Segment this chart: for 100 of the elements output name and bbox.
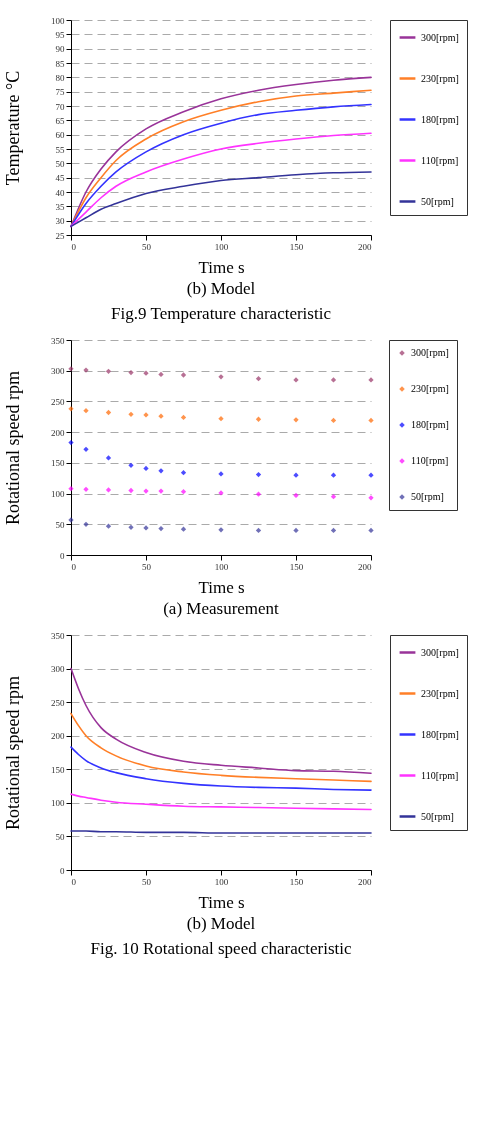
x-tick-label: 200: [358, 561, 372, 572]
point: [330, 527, 337, 534]
legend-label: 300[rpm]: [411, 347, 449, 358]
x-tick-label: 50: [142, 561, 152, 572]
y-tick-label: 55: [55, 144, 65, 155]
y-tick-label: 40: [55, 187, 65, 198]
y-tick-label: 75: [55, 87, 65, 98]
x-tick-label: 100: [214, 876, 229, 887]
point: [255, 416, 262, 422]
line-series: [70, 171, 372, 228]
y-tick-label: 100: [51, 15, 65, 26]
line-series: [70, 793, 372, 811]
legend-label: 110[rpm]: [421, 154, 459, 166]
point: [293, 492, 299, 499]
point: [255, 491, 262, 497]
y-tick-label: 50: [55, 831, 65, 842]
x-axis-title: Time s: [198, 577, 245, 597]
point: [368, 417, 374, 424]
y-tick-label: 300: [51, 664, 65, 675]
x-axis-title: Time s: [198, 892, 245, 912]
legend-label: 180[rpm]: [411, 419, 449, 430]
y-tick-label: 70: [55, 101, 65, 112]
legend-label: 110[rpm]: [411, 455, 449, 466]
point: [293, 527, 299, 534]
y-tick-label: 150: [51, 458, 65, 469]
x-tick-label: 50: [142, 876, 152, 887]
line-series: [70, 667, 372, 775]
point: [255, 527, 262, 534]
x-tick-label: 150: [289, 876, 304, 887]
point: [218, 415, 224, 422]
text: (b) Model: [186, 914, 256, 933]
y-tick-label: 95: [55, 29, 65, 40]
y-axis-title: Temperature °C: [3, 70, 23, 186]
y-tick-label: 150: [51, 764, 65, 775]
y-tick-label: 100: [51, 798, 65, 809]
x-tick-label: 200: [358, 241, 372, 252]
y-tick-label: 90: [55, 44, 65, 55]
x-tick-label: 0: [71, 876, 77, 887]
x-tick-label: 100: [214, 241, 229, 252]
point: [143, 465, 149, 472]
y-tick-label: 350: [51, 630, 65, 641]
y-axis-title: Rotational speed rpm: [3, 676, 23, 830]
x-tick-label: 50: [142, 241, 152, 252]
point: [105, 455, 112, 461]
y-tick-label: 25: [55, 230, 65, 241]
point: [180, 489, 187, 495]
legend-label: 230[rpm]: [421, 687, 459, 699]
point: [105, 368, 112, 374]
y-tick-label: 300: [51, 366, 65, 377]
point: [83, 408, 89, 414]
point: [330, 472, 337, 478]
x-tick-label: 150: [289, 561, 304, 572]
point: [180, 526, 187, 532]
y-tick-label: 45: [55, 173, 65, 184]
x-tick-label: 0: [71, 561, 77, 572]
y-tick-label: 0: [60, 865, 65, 876]
point: [128, 487, 134, 494]
point: [180, 414, 187, 421]
y-tick-label: 100: [51, 489, 65, 500]
point: [330, 377, 337, 383]
y-tick-label: 0: [60, 550, 65, 561]
text: (b) Model: [186, 279, 256, 298]
y-tick-label: 50: [55, 158, 65, 169]
x-tick-label: 150: [289, 241, 304, 252]
point: [180, 470, 187, 476]
line-series: [70, 132, 372, 228]
caption: Fig.9 Temperature characteristic: [111, 304, 332, 323]
point: [158, 371, 164, 378]
point: [105, 409, 112, 416]
x-tick-label: 200: [358, 876, 372, 887]
y-tick-label: 250: [51, 697, 65, 708]
point: [330, 494, 337, 500]
point: [158, 525, 164, 532]
point: [105, 523, 112, 529]
legend-label: 110[rpm]: [421, 769, 459, 781]
point: [255, 471, 262, 478]
point: [368, 527, 374, 534]
y-tick-label: 30: [55, 216, 65, 227]
x-tick-label: 0: [71, 241, 77, 252]
legend-label: 180[rpm]: [421, 728, 459, 740]
line-series: [70, 746, 372, 791]
caption: Fig. 10 Rotational speed characteristic: [90, 939, 352, 958]
line-series: [70, 712, 372, 783]
y-tick-label: 200: [51, 427, 65, 438]
point: [255, 376, 262, 382]
y-tick-label: 200: [51, 731, 65, 742]
y-tick-label: 250: [51, 396, 65, 407]
point: [68, 439, 74, 446]
legend-label: 180[rpm]: [421, 113, 459, 125]
x-axis-title: Time s: [198, 257, 245, 277]
legend-label: 50[rpm]: [421, 810, 454, 822]
legend-label: 300[rpm]: [421, 31, 459, 43]
point: [330, 417, 337, 424]
y-tick-label: 65: [55, 115, 65, 126]
legend-label: 300[rpm]: [421, 646, 459, 658]
point: [128, 369, 134, 376]
y-tick-label: 85: [55, 58, 65, 69]
y-axis-title: Rotational speed rpm: [3, 371, 23, 525]
legend-label: 230[rpm]: [411, 383, 449, 394]
y-tick-label: 80: [55, 72, 65, 83]
